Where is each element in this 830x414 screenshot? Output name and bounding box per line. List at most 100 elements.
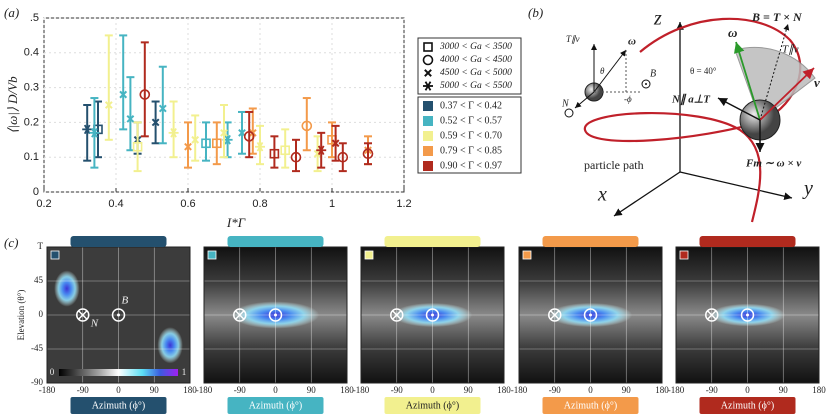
legend-label: 5000 < Ga < 5500 bbox=[440, 81, 512, 91]
azimuth-tab bbox=[699, 397, 796, 414]
marker bbox=[139, 89, 151, 100]
axis-name: x bbox=[597, 184, 607, 206]
marker-circle bbox=[301, 120, 313, 132]
x-tick-label: 0.8 bbox=[252, 198, 267, 210]
panel-tab bbox=[542, 236, 639, 247]
error-bar bbox=[119, 34, 128, 131]
label: T∥v bbox=[782, 44, 799, 56]
inset-arrow bbox=[574, 91, 595, 109]
marker bbox=[201, 138, 211, 149]
y-tick-label: 45 bbox=[34, 275, 44, 285]
marker bbox=[422, 54, 434, 66]
marker-circle bbox=[243, 131, 255, 142]
frame-label: B bbox=[122, 295, 129, 307]
colorbar-label: 1 bbox=[182, 367, 187, 377]
x-tick-label: 0 bbox=[588, 385, 593, 395]
b-symbol bbox=[583, 308, 598, 322]
error-bar bbox=[126, 76, 135, 152]
error-bar bbox=[338, 142, 347, 173]
x-tick-label: -180 bbox=[668, 385, 685, 395]
density-peak bbox=[54, 270, 80, 307]
marker bbox=[269, 148, 280, 159]
b-symbol bbox=[111, 308, 126, 322]
legend-label: 0.37 < Γ < 0.42 bbox=[440, 100, 502, 111]
x-tick-label: 90 bbox=[307, 385, 317, 395]
marker-square bbox=[132, 141, 143, 152]
marker-stroke bbox=[424, 69, 432, 77]
panel-tab bbox=[384, 236, 481, 247]
legend-label: 0.79 < Γ < 0.85 bbox=[440, 145, 502, 156]
b-symbol-dot bbox=[589, 313, 592, 317]
n-symbol-cross bbox=[78, 310, 88, 320]
azimuth-tab bbox=[384, 397, 481, 414]
marker-stroke bbox=[238, 128, 246, 137]
x-tick-label: -90 bbox=[234, 385, 246, 395]
error-bar bbox=[202, 121, 210, 162]
v-arrow bbox=[759, 67, 815, 121]
error-bar bbox=[364, 142, 372, 166]
x-tick-label: 0.6 bbox=[180, 198, 195, 210]
legend-box bbox=[417, 37, 522, 95]
axis-name: y bbox=[802, 178, 813, 200]
panel-tab bbox=[70, 236, 167, 247]
marker-stroke bbox=[119, 90, 128, 99]
x-tick-label: -180 bbox=[511, 385, 528, 395]
legend-label: 3000 < Ga < 3500 bbox=[439, 42, 512, 52]
azimuth-tab bbox=[227, 397, 324, 414]
marker bbox=[126, 115, 135, 123]
marker bbox=[423, 42, 433, 52]
legend-label: 4500 < Ga < 5000 bbox=[440, 68, 512, 78]
x-tick-label: 0 bbox=[116, 385, 121, 395]
marker bbox=[316, 145, 327, 156]
inset-symbol bbox=[641, 79, 651, 89]
label: θ bbox=[600, 66, 605, 76]
error-bar bbox=[184, 121, 192, 169]
diagram bbox=[564, 17, 816, 223]
x-tick-label: 90 bbox=[779, 385, 789, 395]
n-symbol-cross bbox=[392, 310, 402, 320]
b-symbol-dot bbox=[117, 313, 120, 317]
x-tick-label: 1 bbox=[329, 198, 335, 210]
marker bbox=[243, 131, 255, 142]
marker-stroke bbox=[91, 128, 98, 138]
n-symbol bbox=[705, 308, 719, 322]
marker-stroke bbox=[220, 128, 228, 137]
marker-circle bbox=[362, 148, 374, 160]
label: ω bbox=[728, 25, 737, 40]
x-axis bbox=[613, 171, 681, 217]
x-tick-label: -90 bbox=[391, 385, 403, 395]
marker-stroke bbox=[191, 135, 200, 144]
panel-tab bbox=[699, 236, 796, 247]
panel-label: (c) bbox=[4, 235, 18, 250]
x-axis-label: Azimuth (ϕ°) bbox=[406, 400, 459, 411]
marker-square bbox=[280, 145, 291, 156]
y-tick-label: 0.1 bbox=[24, 151, 39, 163]
legend-label: 4000 < Ga < 4500 bbox=[440, 55, 512, 65]
x-axis-label: Azimuth (ϕ°) bbox=[721, 400, 774, 411]
marker-stroke bbox=[256, 141, 264, 152]
x-tick-label: -180 bbox=[39, 385, 56, 395]
marker-square bbox=[212, 138, 222, 149]
panel-swatch bbox=[364, 250, 374, 260]
x-tick-label: -180 bbox=[196, 385, 213, 395]
b-symbol-dot bbox=[431, 313, 434, 317]
panel-label: (b) bbox=[528, 5, 543, 20]
label: ω bbox=[628, 36, 636, 48]
x-axis-label: Azimuth (ϕ°) bbox=[249, 400, 302, 411]
marker-square bbox=[423, 42, 433, 52]
y-tick-label: 0.3 bbox=[24, 82, 39, 94]
x-tick-label: -90 bbox=[549, 385, 561, 395]
legend-swatch bbox=[423, 146, 433, 156]
error-bar bbox=[169, 100, 178, 159]
marker bbox=[301, 120, 313, 132]
n-arrow bbox=[717, 97, 761, 121]
marker bbox=[168, 128, 179, 138]
omega-arrow bbox=[734, 41, 761, 121]
error-bar bbox=[158, 65, 167, 145]
error-bar bbox=[245, 110, 254, 159]
panel-tab bbox=[227, 236, 324, 247]
inset-symbol bbox=[645, 83, 647, 85]
legend-swatch bbox=[423, 116, 433, 126]
marker-square bbox=[269, 148, 280, 159]
error-bar bbox=[133, 121, 142, 173]
